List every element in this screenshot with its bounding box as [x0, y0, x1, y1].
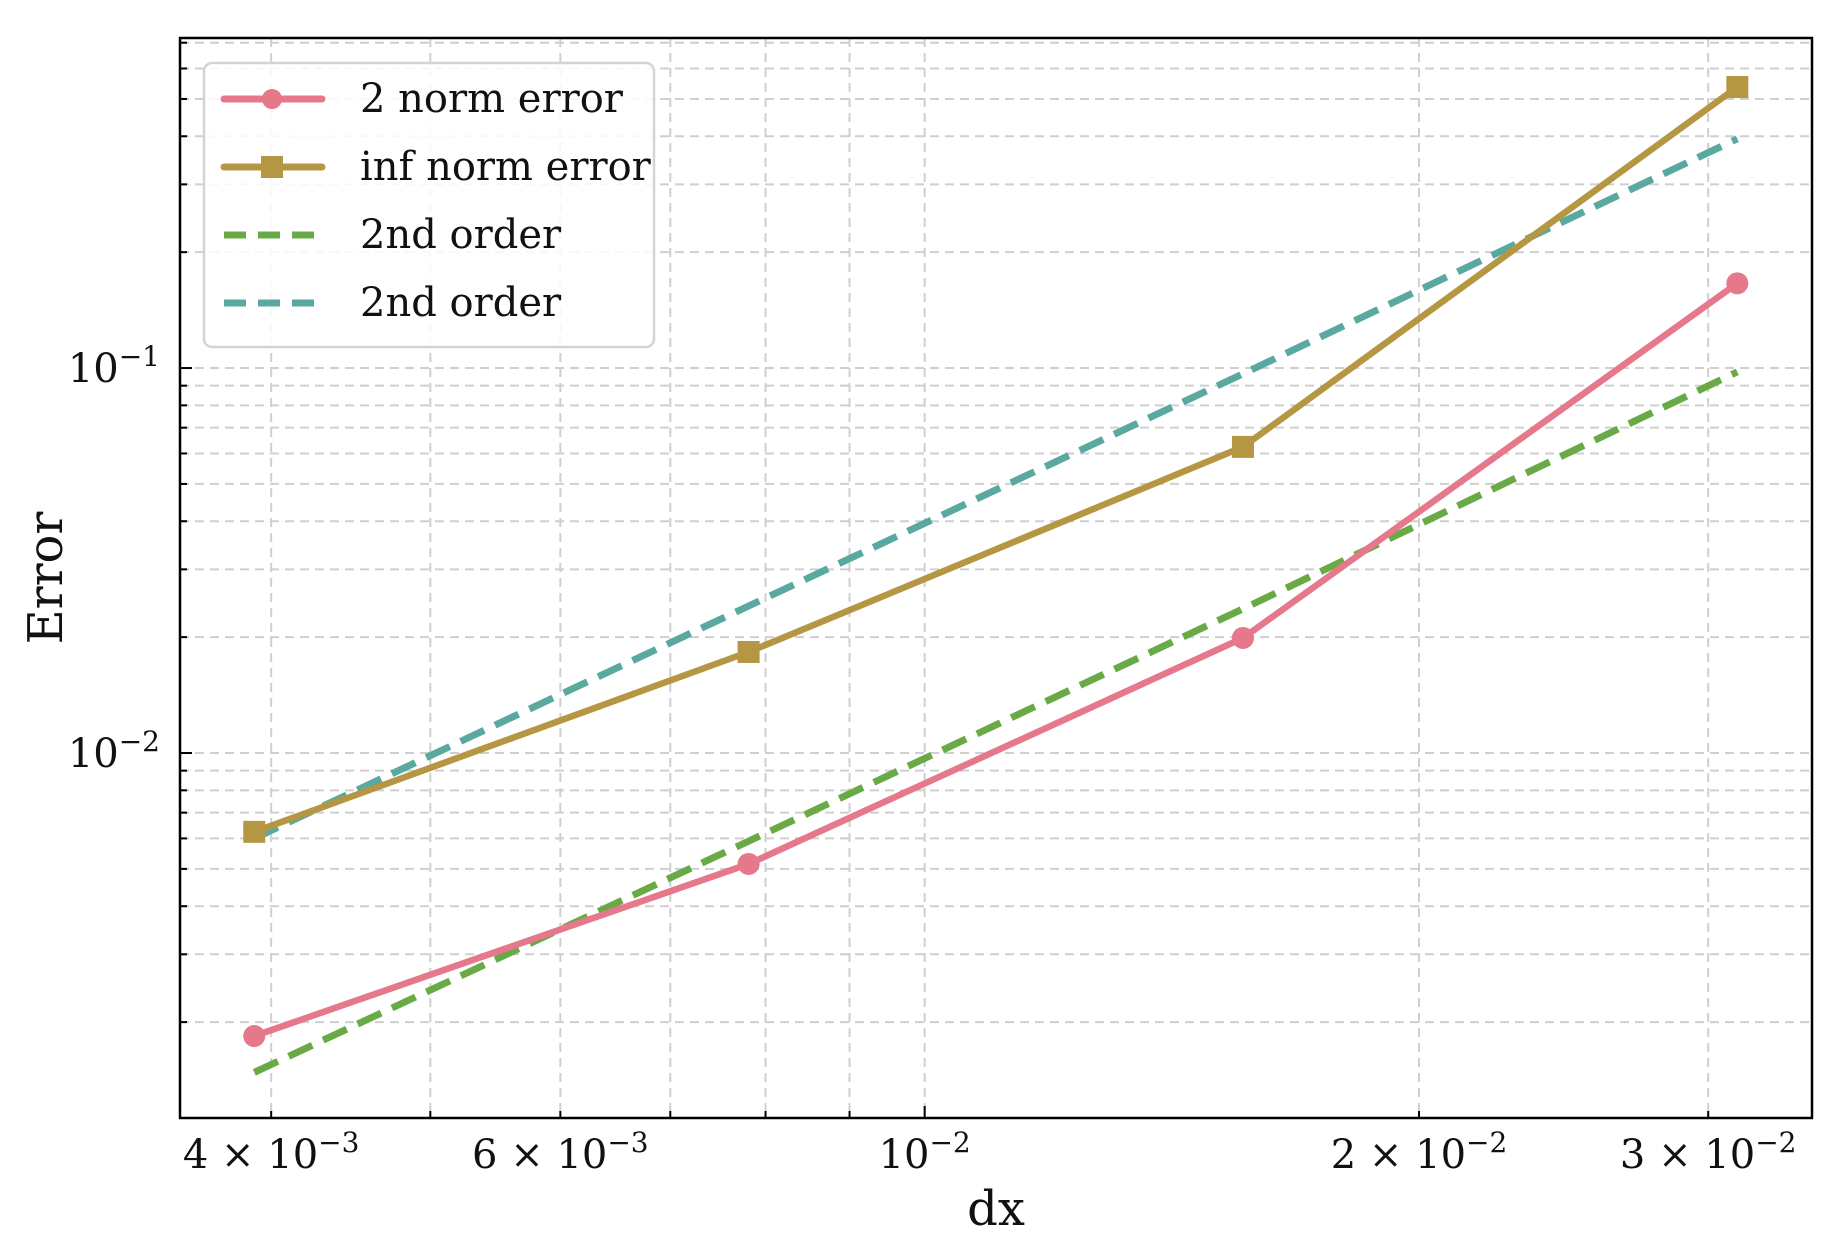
legend-label: 2 norm error	[360, 76, 624, 122]
x-tick-label: 6 × 10−3	[472, 1126, 649, 1178]
circle-marker	[737, 852, 760, 875]
legend-item: inf norm error	[220, 144, 652, 190]
data-series	[243, 76, 1749, 1076]
circle-marker	[1726, 272, 1749, 295]
x-tick-label: 4 × 10−3	[183, 1126, 360, 1178]
legend-item: 2nd order	[224, 212, 562, 258]
series-line-0	[251, 280, 1741, 1040]
legend-label: 2nd order	[360, 280, 562, 326]
square-marker	[1231, 435, 1254, 458]
legend-box	[202, 61, 656, 349]
legend-label: 2nd order	[360, 212, 562, 258]
legend-item: 2nd order	[224, 280, 562, 326]
square-marker	[243, 820, 266, 843]
circle-marker	[1231, 626, 1254, 649]
series-line-3	[252, 135, 1739, 842]
y-axis-label: Error	[18, 512, 74, 645]
plot-frame	[178, 36, 1814, 1120]
legend-label: inf norm error	[360, 144, 652, 190]
y-tick-label: 10−2	[68, 725, 160, 777]
x-tick-label: 2 × 10−2	[1331, 1126, 1508, 1178]
legend-circle-icon	[262, 89, 282, 109]
x-axis-label: dx	[967, 1181, 1025, 1237]
x-tick-label: 10−2	[879, 1126, 971, 1178]
legend-square-icon	[261, 156, 283, 178]
x-tick-label: 3 × 10−2	[1620, 1126, 1797, 1178]
tick-labels: 4 × 10−3 6 × 10−3 10−2 2 × 10−2 3 × 10−2 10−1…	[68, 340, 1797, 1178]
series-line-1	[251, 83, 1741, 836]
legend-item: 2 norm error	[220, 76, 624, 122]
circle-marker	[243, 1025, 266, 1048]
y-tick-label: 10−1	[68, 340, 160, 392]
series-line-2	[252, 368, 1739, 1076]
legend: 2 norm error inf norm error 2nd order 2nd o…	[202, 61, 656, 349]
axis-ticks	[180, 41, 1710, 1118]
square-marker	[1726, 76, 1749, 99]
square-marker	[737, 640, 760, 663]
